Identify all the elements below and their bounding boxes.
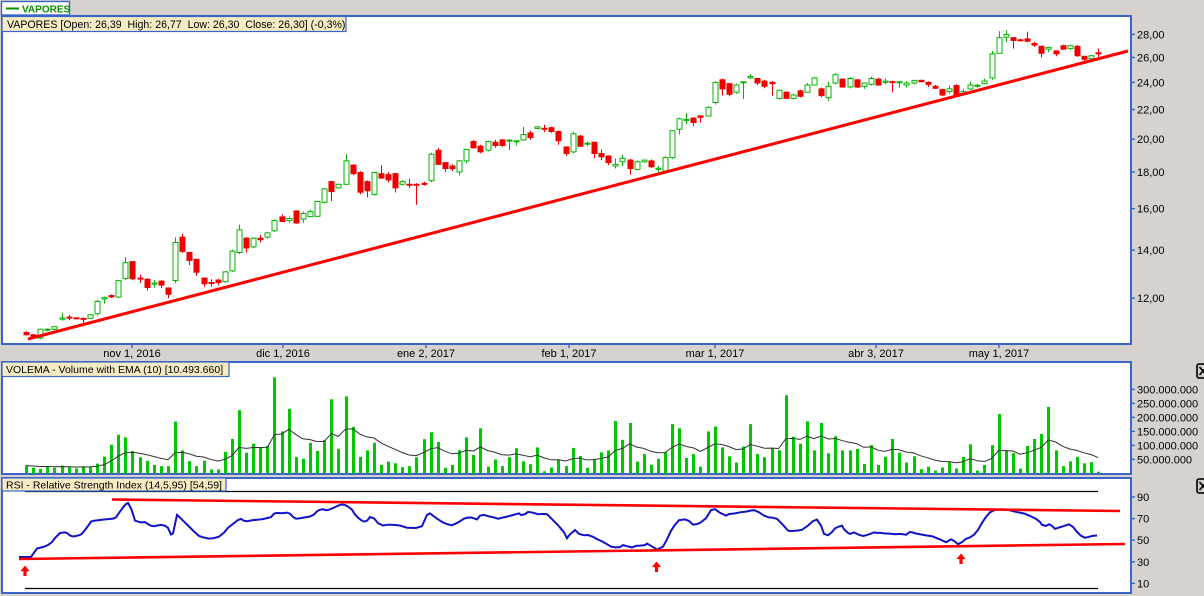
svg-text:50.000.000: 50.000.000 bbox=[1137, 454, 1192, 466]
svg-text:28,00: 28,00 bbox=[1137, 29, 1165, 41]
svg-text:90: 90 bbox=[1137, 492, 1149, 504]
svg-text:VOLEMA - Volume with EMA (10): VOLEMA - Volume with EMA (10) [10.493.66… bbox=[6, 364, 223, 376]
svg-text:250.000.000: 250.000.000 bbox=[1137, 398, 1198, 410]
svg-text:70: 70 bbox=[1137, 514, 1149, 526]
svg-text:26,00: 26,00 bbox=[1137, 53, 1165, 65]
svg-text:RSI - Relative Strength Index: RSI - Relative Strength Index (14,5,95) … bbox=[6, 480, 222, 492]
svg-text:18,00: 18,00 bbox=[1137, 167, 1165, 179]
svg-text:20,00: 20,00 bbox=[1137, 134, 1165, 146]
svg-text:VAPORES [Open: 26,39 High: 26: VAPORES [Open: 26,39 High: 26,77 Low: 26… bbox=[7, 19, 345, 31]
svg-text:22,00: 22,00 bbox=[1137, 105, 1165, 117]
svg-text:dic 1, 2016: dic 1, 2016 bbox=[256, 348, 310, 360]
svg-text:nov 1, 2016: nov 1, 2016 bbox=[103, 348, 161, 360]
svg-text:10: 10 bbox=[1137, 578, 1149, 590]
svg-text:may 1, 2017: may 1, 2017 bbox=[969, 348, 1030, 360]
svg-text:ene 2, 2017: ene 2, 2017 bbox=[397, 348, 455, 360]
svg-text:300.000.000: 300.000.000 bbox=[1137, 384, 1198, 396]
svg-text:abr 3, 2017: abr 3, 2017 bbox=[848, 348, 904, 360]
svg-text:16,00: 16,00 bbox=[1137, 204, 1165, 216]
svg-text:VAPORES: VAPORES bbox=[22, 5, 70, 16]
svg-text:30: 30 bbox=[1137, 557, 1149, 569]
svg-text:50: 50 bbox=[1137, 535, 1149, 547]
svg-text:150.000.000: 150.000.000 bbox=[1137, 426, 1198, 438]
svg-text:mar 1, 2017: mar 1, 2017 bbox=[686, 348, 745, 360]
svg-text:feb 1, 2017: feb 1, 2017 bbox=[541, 348, 596, 360]
svg-text:200.000.000: 200.000.000 bbox=[1137, 412, 1198, 424]
svg-text:14,00: 14,00 bbox=[1137, 245, 1165, 257]
svg-text:24,00: 24,00 bbox=[1137, 77, 1165, 89]
svg-text:100.000.000: 100.000.000 bbox=[1137, 440, 1198, 452]
svg-text:12,00: 12,00 bbox=[1137, 293, 1165, 305]
